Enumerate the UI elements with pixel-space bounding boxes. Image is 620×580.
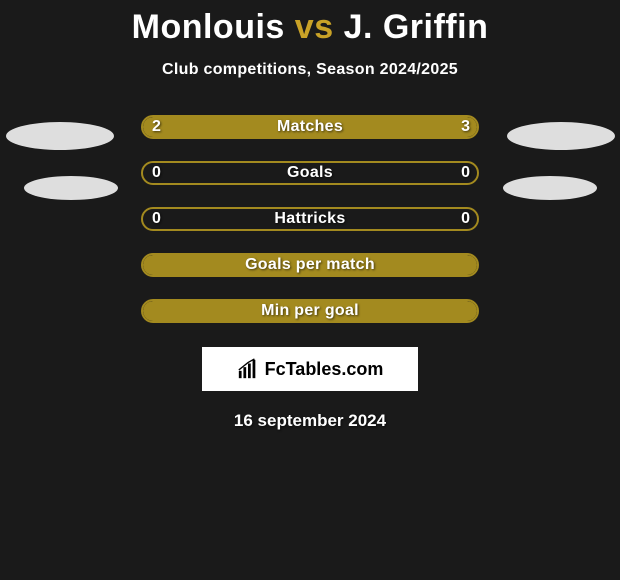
subtitle: Club competitions, Season 2024/2025: [0, 61, 620, 79]
logo-text: FcTables.com: [265, 359, 384, 380]
page-title: Monlouis vs J. Griffin: [0, 0, 620, 47]
stat-label: Goals: [0, 161, 620, 185]
stat-label: Hattricks: [0, 207, 620, 231]
chart-icon: [237, 358, 259, 380]
stat-row: Min per goal: [0, 299, 620, 323]
stat-label: Min per goal: [0, 299, 620, 323]
stat-row: 00Goals: [0, 161, 620, 185]
player1-name: Monlouis: [132, 8, 285, 46]
stat-row: 23Matches: [0, 115, 620, 139]
player2-name: J. Griffin: [344, 8, 489, 46]
stat-row: Goals per match: [0, 253, 620, 277]
stat-label: Matches: [0, 115, 620, 139]
stat-label: Goals per match: [0, 253, 620, 277]
stat-row: 00Hattricks: [0, 207, 620, 231]
date-line: 16 september 2024: [0, 411, 620, 431]
logo-box: FcTables.com: [202, 347, 418, 391]
vs-separator: vs: [295, 8, 334, 46]
